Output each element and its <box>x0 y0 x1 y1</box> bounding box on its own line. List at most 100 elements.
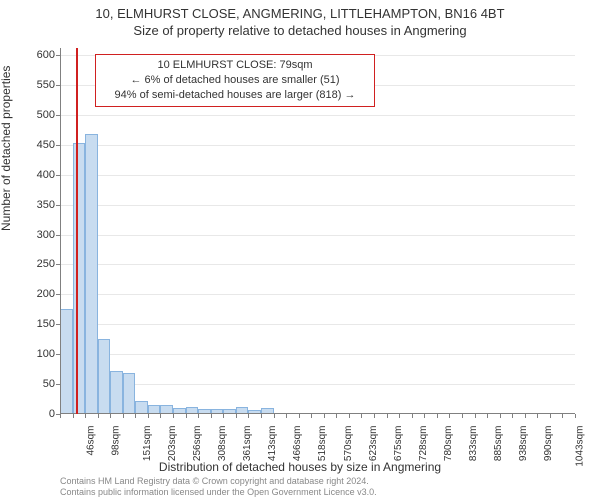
xtick-label: 466sqm <box>292 426 303 462</box>
xtick-label: 885sqm <box>493 426 504 462</box>
xtick-mark <box>274 414 275 418</box>
xtick-mark <box>462 414 463 418</box>
xtick-label: 780sqm <box>443 426 454 462</box>
gridline <box>60 175 575 176</box>
xtick-mark <box>186 414 187 418</box>
xtick-label: 98sqm <box>111 426 122 456</box>
xtick-label: 203sqm <box>167 426 178 462</box>
gridline <box>60 384 575 385</box>
ytick-label: 300 <box>15 229 55 241</box>
xtick-label: 728sqm <box>418 426 429 462</box>
histogram-bar <box>73 143 86 414</box>
histogram-bar <box>123 373 136 414</box>
xtick-mark <box>135 414 136 418</box>
xtick-mark <box>311 414 312 418</box>
xtick-mark <box>562 414 563 418</box>
ytick-label: 350 <box>15 199 55 211</box>
attribution-footer: Contains HM Land Registry data © Crown c… <box>60 476 377 499</box>
annotation-line: ← 6% of detached houses are smaller (51) <box>102 73 368 88</box>
xtick-label: 256sqm <box>192 426 203 462</box>
xtick-label: 675sqm <box>393 426 404 462</box>
annotation-line: 10 ELMHURST CLOSE: 79sqm <box>102 58 368 73</box>
ytick-label: 600 <box>15 49 55 61</box>
gridline <box>60 354 575 355</box>
xtick-mark <box>211 414 212 418</box>
gridline <box>60 145 575 146</box>
gridline <box>60 115 575 116</box>
xtick-mark <box>500 414 501 418</box>
y-axis-title: Number of detached properties <box>0 66 13 231</box>
xtick-mark <box>487 414 488 418</box>
xtick-mark <box>299 414 300 418</box>
xtick-label: 938sqm <box>518 426 529 462</box>
annotation-callout: 10 ELMHURST CLOSE: 79sqm← 6% of detached… <box>95 54 375 107</box>
xtick-mark <box>236 414 237 418</box>
xtick-mark <box>412 414 413 418</box>
xtick-label: 46sqm <box>86 426 97 456</box>
ytick-label: 150 <box>15 318 55 330</box>
x-axis-title: Distribution of detached houses by size … <box>0 460 600 474</box>
xtick-mark <box>173 414 174 418</box>
xtick-label: 361sqm <box>242 426 253 462</box>
xtick-label: 833sqm <box>468 426 479 462</box>
ytick-label: 550 <box>15 79 55 91</box>
xtick-label: 308sqm <box>217 426 228 462</box>
subject-marker-line <box>76 48 78 414</box>
xtick-mark <box>110 414 111 418</box>
chart-title-address: 10, ELMHURST CLOSE, ANGMERING, LITTLEHAM… <box>0 0 600 21</box>
gridline <box>60 294 575 295</box>
xtick-mark <box>525 414 526 418</box>
xtick-mark <box>85 414 86 418</box>
xtick-mark <box>437 414 438 418</box>
xtick-mark <box>324 414 325 418</box>
xtick-mark <box>361 414 362 418</box>
xtick-label: 623sqm <box>368 426 379 462</box>
xtick-mark <box>537 414 538 418</box>
xtick-mark <box>399 414 400 418</box>
xtick-label: 990sqm <box>544 426 555 462</box>
histogram-plot-area: 10 ELMHURST CLOSE: 79sqm← 6% of detached… <box>60 48 575 414</box>
xtick-mark <box>475 414 476 418</box>
xtick-mark <box>449 414 450 418</box>
xtick-mark <box>148 414 149 418</box>
xtick-mark <box>336 414 337 418</box>
x-axis-line <box>60 413 575 414</box>
xtick-mark <box>349 414 350 418</box>
xtick-label: 151sqm <box>142 426 153 462</box>
xtick-mark <box>550 414 551 418</box>
ytick-label: 450 <box>15 139 55 151</box>
xtick-label: 1043sqm <box>574 426 585 467</box>
gridline <box>60 264 575 265</box>
annotation-line: 94% of semi-detached houses are larger (… <box>102 88 368 103</box>
xtick-mark <box>374 414 375 418</box>
xtick-mark <box>60 414 61 418</box>
xtick-mark <box>261 414 262 418</box>
xtick-mark <box>160 414 161 418</box>
gridline <box>60 235 575 236</box>
xtick-mark <box>123 414 124 418</box>
histogram-bar <box>60 309 73 414</box>
ytick-label: 200 <box>15 288 55 300</box>
footer-line-1: Contains HM Land Registry data © Crown c… <box>60 476 377 487</box>
ytick-label: 50 <box>15 378 55 390</box>
xtick-mark <box>98 414 99 418</box>
xtick-mark <box>286 414 287 418</box>
xtick-mark <box>248 414 249 418</box>
gridline <box>60 205 575 206</box>
histogram-bar <box>98 339 111 414</box>
xtick-mark <box>198 414 199 418</box>
histogram-bar <box>110 371 123 414</box>
chart-title-subtitle: Size of property relative to detached ho… <box>0 21 600 38</box>
xtick-label: 413sqm <box>267 426 278 462</box>
xtick-mark <box>575 414 576 418</box>
histogram-bar <box>85 134 98 414</box>
xtick-mark <box>512 414 513 418</box>
xtick-mark <box>387 414 388 418</box>
y-axis-line <box>60 48 61 414</box>
xtick-label: 570sqm <box>343 426 354 462</box>
xtick-mark <box>223 414 224 418</box>
xtick-label: 518sqm <box>317 426 328 462</box>
ytick-label: 0 <box>15 408 55 420</box>
xtick-mark <box>73 414 74 418</box>
ytick-label: 100 <box>15 348 55 360</box>
